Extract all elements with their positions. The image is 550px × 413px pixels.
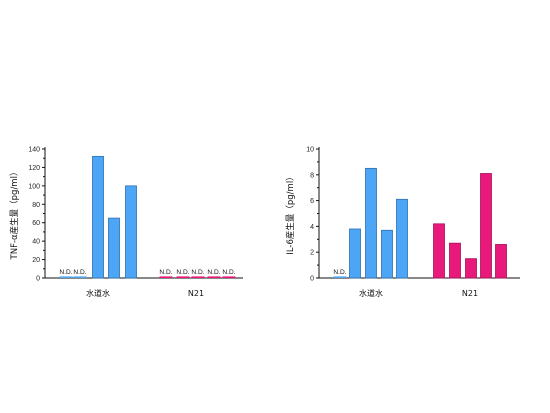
chart1-nd-label: N.D.: [159, 269, 172, 276]
chart1-nd-label: N.D.: [207, 269, 220, 276]
chart1-y-tick-label: 0: [36, 276, 40, 283]
chart1-y-tick-label: 80: [32, 202, 40, 209]
chart1-y-tick-label: 40: [32, 239, 40, 246]
chart1-nd-label: N.D.: [59, 269, 72, 276]
chart2-bar: [396, 198, 408, 279]
chart1-nd-label: N.D.: [191, 269, 204, 276]
chart1-nd-label: N.D.: [73, 269, 86, 276]
chart1-y-tick-label: 100: [28, 183, 40, 190]
chart2-category-label: N21: [462, 289, 478, 298]
chart2-y-tick-label: 2: [310, 250, 314, 257]
chart2-y-tick-label: 10: [306, 147, 314, 154]
chart1-bar: [108, 217, 120, 279]
chart1-y-tick-label: 140: [28, 147, 40, 154]
chart2-bar: [495, 244, 507, 279]
chart2-y-tick-label: 0: [310, 276, 314, 283]
chart1-bar: [125, 185, 137, 279]
chart2-bar: [381, 229, 393, 279]
chart2-bar: [365, 167, 377, 279]
chart2-nd-label: N.D.: [333, 269, 346, 276]
chart1-y-axis-label: TNF-α産生量（pg/ml）: [9, 168, 20, 261]
chart2-y-axis-label: IL-6産生量（pg/ml）: [285, 172, 296, 254]
chart1-nd-label: N.D.: [176, 269, 189, 276]
chart2-y-tick-label: 8: [310, 172, 314, 179]
chart2-bar: [449, 242, 461, 279]
chart2-y-tick-label: 4: [310, 224, 314, 231]
chart2-bar: [433, 223, 445, 279]
chart1-nd-label: N.D.: [222, 269, 235, 276]
chart1-y-tick-label: 20: [32, 257, 40, 264]
chart1-y-tick-label: 120: [28, 165, 40, 172]
chart1-bar: [92, 155, 104, 279]
chart2-bar: [465, 258, 477, 279]
chart2-category-label: 水道水: [359, 288, 383, 298]
chart1-y-tick-label: 60: [32, 220, 40, 227]
chart2-bar: [480, 173, 492, 279]
chart1-category-label: 水道水: [86, 288, 110, 298]
chart2-bar: [349, 228, 361, 279]
chart2-y-tick-label: 6: [310, 198, 314, 205]
chart1-category-label: N21: [188, 289, 204, 298]
